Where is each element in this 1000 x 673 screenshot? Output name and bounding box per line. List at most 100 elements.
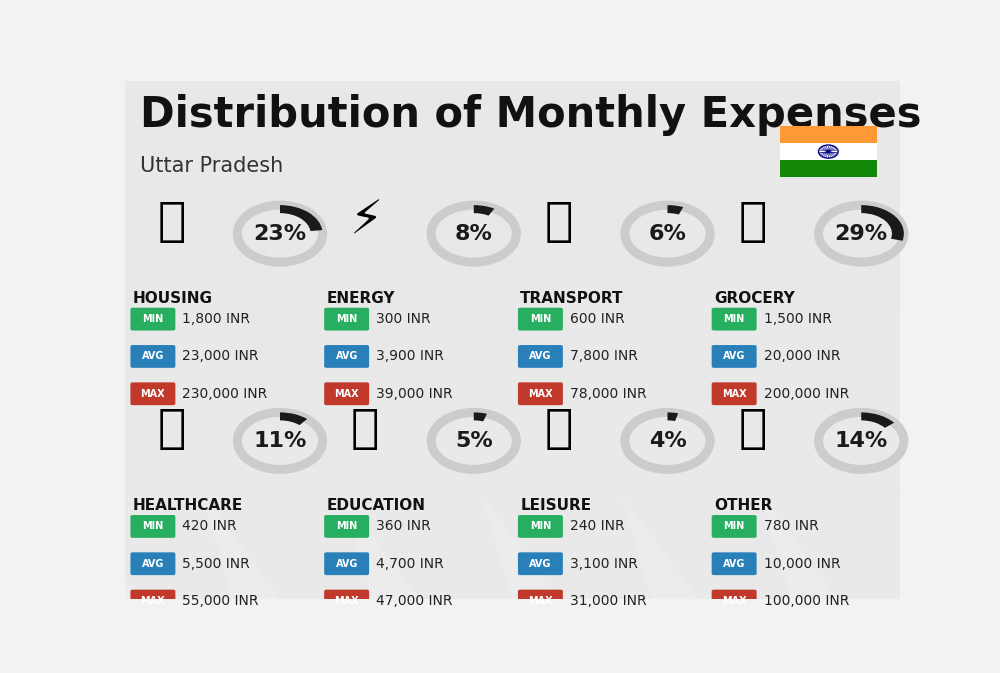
Text: ⚡: ⚡ — [349, 200, 382, 245]
Text: 200,000 INR: 200,000 INR — [764, 387, 849, 400]
Text: MAX: MAX — [141, 389, 165, 399]
Text: AVG: AVG — [142, 559, 164, 569]
FancyBboxPatch shape — [518, 382, 563, 405]
Wedge shape — [474, 413, 487, 421]
Polygon shape — [590, 81, 1000, 599]
Text: LEISURE: LEISURE — [520, 498, 591, 513]
Polygon shape — [172, 81, 792, 599]
Text: MIN: MIN — [530, 314, 551, 324]
Text: GROCERY: GROCERY — [714, 291, 795, 306]
FancyBboxPatch shape — [712, 345, 757, 368]
FancyBboxPatch shape — [130, 382, 175, 405]
Text: 🚌: 🚌 — [545, 200, 573, 245]
Text: 240 INR: 240 INR — [570, 520, 624, 534]
Text: 230,000 INR: 230,000 INR — [182, 387, 268, 400]
Polygon shape — [0, 81, 512, 599]
Text: 39,000 INR: 39,000 INR — [376, 387, 453, 400]
Text: 🏥: 🏥 — [157, 407, 186, 452]
Text: 1,500 INR: 1,500 INR — [764, 312, 831, 326]
Text: Uttar Pradesh: Uttar Pradesh — [140, 156, 284, 176]
Polygon shape — [869, 81, 1000, 599]
Polygon shape — [450, 81, 1000, 599]
FancyBboxPatch shape — [130, 345, 175, 368]
FancyBboxPatch shape — [518, 553, 563, 575]
Text: 420 INR: 420 INR — [182, 520, 237, 534]
Text: 100,000 INR: 100,000 INR — [764, 594, 849, 608]
Text: EDUCATION: EDUCATION — [326, 498, 426, 513]
Text: 31,000 INR: 31,000 INR — [570, 594, 646, 608]
Text: 10,000 INR: 10,000 INR — [764, 557, 840, 571]
Text: MIN: MIN — [724, 522, 745, 532]
Text: 🛒: 🛒 — [739, 200, 767, 245]
FancyBboxPatch shape — [712, 382, 757, 405]
FancyBboxPatch shape — [324, 515, 369, 538]
Text: 29%: 29% — [835, 223, 888, 244]
Text: MIN: MIN — [142, 314, 164, 324]
Text: 1,800 INR: 1,800 INR — [182, 312, 250, 326]
Text: 360 INR: 360 INR — [376, 520, 431, 534]
Text: 3,100 INR: 3,100 INR — [570, 557, 638, 571]
Text: ENERGY: ENERGY — [326, 291, 395, 306]
Text: 780 INR: 780 INR — [764, 520, 818, 534]
Polygon shape — [311, 81, 931, 599]
Circle shape — [827, 151, 830, 153]
Text: MAX: MAX — [722, 389, 746, 399]
FancyBboxPatch shape — [324, 382, 369, 405]
Text: MIN: MIN — [724, 314, 745, 324]
Text: MIN: MIN — [142, 522, 164, 532]
Text: AVG: AVG — [529, 351, 552, 361]
Text: 4,700 INR: 4,700 INR — [376, 557, 444, 571]
FancyBboxPatch shape — [130, 515, 175, 538]
Wedge shape — [861, 205, 904, 241]
FancyBboxPatch shape — [130, 553, 175, 575]
Text: 4%: 4% — [649, 431, 686, 451]
Wedge shape — [280, 413, 307, 425]
Text: MAX: MAX — [141, 596, 165, 606]
FancyBboxPatch shape — [712, 308, 757, 330]
Text: 23,000 INR: 23,000 INR — [182, 349, 259, 363]
Text: 11%: 11% — [253, 431, 307, 451]
Text: 5%: 5% — [455, 431, 493, 451]
Wedge shape — [280, 205, 322, 231]
Text: 5,500 INR: 5,500 INR — [182, 557, 250, 571]
FancyBboxPatch shape — [712, 590, 757, 612]
FancyBboxPatch shape — [780, 160, 877, 178]
FancyBboxPatch shape — [324, 308, 369, 330]
FancyBboxPatch shape — [518, 590, 563, 612]
Wedge shape — [474, 205, 494, 215]
FancyBboxPatch shape — [130, 590, 175, 612]
Text: Distribution of Monthly Expenses: Distribution of Monthly Expenses — [140, 94, 922, 136]
Text: MAX: MAX — [334, 389, 359, 399]
FancyBboxPatch shape — [324, 345, 369, 368]
Text: AVG: AVG — [529, 559, 552, 569]
Text: 14%: 14% — [835, 431, 888, 451]
Text: 7,800 INR: 7,800 INR — [570, 349, 638, 363]
Text: 💰: 💰 — [739, 407, 767, 452]
Text: 55,000 INR: 55,000 INR — [182, 594, 259, 608]
Text: 6%: 6% — [649, 223, 686, 244]
Polygon shape — [730, 81, 1000, 599]
Wedge shape — [861, 413, 894, 428]
FancyBboxPatch shape — [518, 308, 563, 330]
Text: MIN: MIN — [530, 522, 551, 532]
Text: MAX: MAX — [722, 596, 746, 606]
Text: 47,000 INR: 47,000 INR — [376, 594, 453, 608]
Text: MAX: MAX — [528, 596, 553, 606]
Text: 3,900 INR: 3,900 INR — [376, 349, 444, 363]
Polygon shape — [0, 81, 373, 599]
FancyBboxPatch shape — [518, 515, 563, 538]
FancyBboxPatch shape — [780, 126, 877, 143]
FancyBboxPatch shape — [324, 590, 369, 612]
Text: 🎓: 🎓 — [351, 407, 379, 452]
Text: 20,000 INR: 20,000 INR — [764, 349, 840, 363]
Text: 23%: 23% — [253, 223, 307, 244]
Text: OTHER: OTHER — [714, 498, 772, 513]
FancyBboxPatch shape — [130, 308, 175, 330]
Polygon shape — [32, 81, 652, 599]
Text: HEALTHCARE: HEALTHCARE — [133, 498, 243, 513]
Polygon shape — [0, 81, 234, 599]
Text: AVG: AVG — [723, 559, 745, 569]
Polygon shape — [0, 81, 94, 599]
Text: 78,000 INR: 78,000 INR — [570, 387, 646, 400]
Text: 🛍: 🛍 — [545, 407, 573, 452]
